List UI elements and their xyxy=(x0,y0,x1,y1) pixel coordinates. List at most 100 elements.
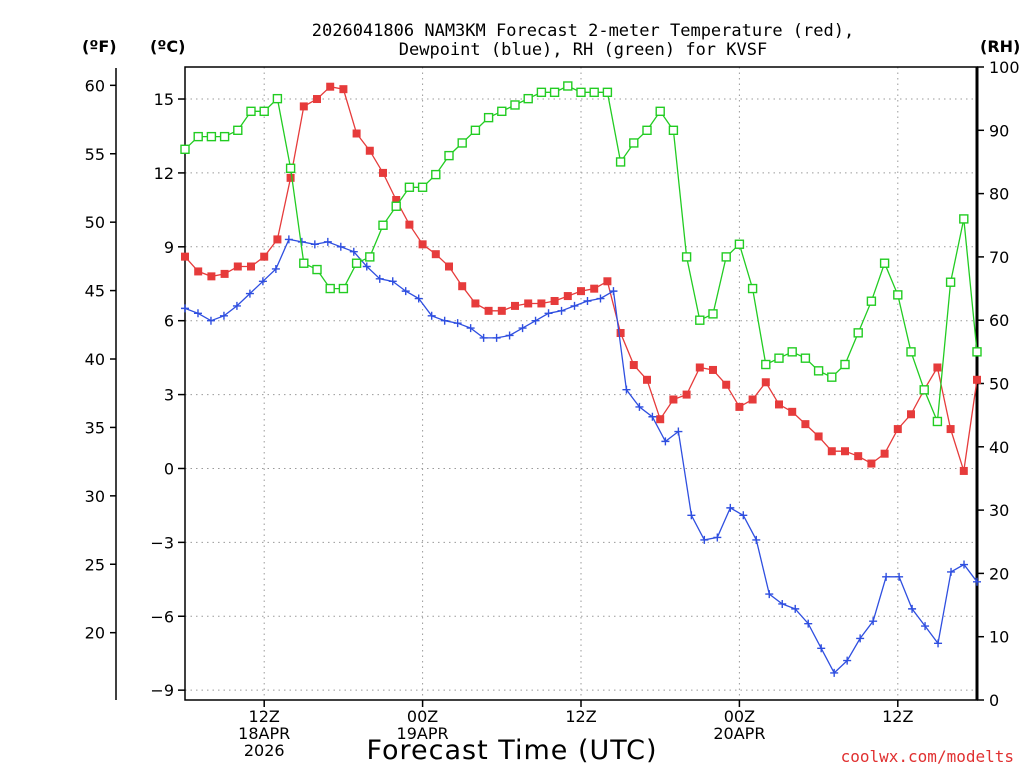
rh-point xyxy=(180,144,190,154)
rh-point xyxy=(470,125,481,136)
time-tick-label: 00Z xyxy=(724,707,755,726)
rh-point xyxy=(827,372,837,382)
temperature-point xyxy=(484,306,493,315)
temperature-point xyxy=(431,250,440,259)
temperature-point xyxy=(511,301,519,310)
time-tick-label: 12Z xyxy=(249,707,280,726)
dewpoint-point xyxy=(310,240,319,249)
dewpoint-point xyxy=(752,535,761,544)
rh-point xyxy=(615,157,626,167)
dewpoint-point xyxy=(882,572,891,581)
temperature-point xyxy=(656,415,665,424)
temperature-point xyxy=(313,95,321,104)
rh-point xyxy=(272,93,283,104)
fahrenheit-tick-label: 30 xyxy=(85,487,105,506)
rh-point xyxy=(642,125,652,136)
temperature-point xyxy=(603,277,612,286)
dewpoint-point xyxy=(336,242,345,251)
dewpoint-point xyxy=(206,316,215,325)
rh-point xyxy=(708,309,718,319)
source-credit: coolwx.com/modelts xyxy=(841,747,1014,766)
dewpoint-point xyxy=(674,427,683,436)
rh-point xyxy=(497,106,507,117)
dewpoint-point xyxy=(921,622,930,631)
rh-tick-label: 50 xyxy=(989,375,1009,394)
dewpoint-point xyxy=(908,604,917,613)
celsius-tick-label: 0 xyxy=(164,459,174,478)
rh-point xyxy=(813,366,824,376)
rh-tick-label: 90 xyxy=(989,121,1009,140)
temperature-point xyxy=(748,395,757,404)
rh-point xyxy=(879,258,890,268)
temperature-point xyxy=(695,363,704,372)
time-tick-label: 18APR xyxy=(238,724,290,743)
time-tick-label: 00Z xyxy=(407,707,438,726)
rh-point xyxy=(378,220,388,230)
dewpoint-point xyxy=(700,535,709,544)
rh-point xyxy=(945,277,956,287)
rh-point xyxy=(721,252,731,262)
temperature-point xyxy=(207,272,216,281)
rh-tick-label: 60 xyxy=(989,311,1009,330)
rh-tick-label: 20 xyxy=(989,564,1009,583)
rh-point xyxy=(866,296,877,306)
rh-point xyxy=(523,93,533,104)
fahrenheit-tick-label: 45 xyxy=(85,282,105,301)
dewpoint-point xyxy=(518,324,527,333)
dewpoint-point xyxy=(765,590,774,599)
rh-point xyxy=(932,416,943,427)
dewpoint-point xyxy=(193,309,202,318)
dewpoint-point xyxy=(609,287,618,296)
fahrenheit-tick-label: 20 xyxy=(85,624,105,643)
dewpoint-point xyxy=(375,274,384,283)
celsius-tick-label: −6 xyxy=(150,607,174,626)
dewpoint-point xyxy=(947,567,956,576)
rh-point xyxy=(655,106,665,117)
gridlines xyxy=(185,67,977,700)
temperature-point xyxy=(181,252,189,261)
rh-point xyxy=(444,150,454,161)
fahrenheit-tick-label: 35 xyxy=(85,418,105,437)
temperature-point xyxy=(973,375,981,384)
dewpoint-point xyxy=(531,316,540,325)
dewpoint-point xyxy=(973,577,981,586)
dewpoint-point xyxy=(323,237,332,246)
celsius-tick-label: −3 xyxy=(150,533,174,552)
dewpoint-point xyxy=(583,296,592,305)
temperature-point xyxy=(880,449,889,458)
temperature-series xyxy=(181,82,981,475)
fahrenheit-tick-label: 40 xyxy=(85,350,105,369)
dewpoint-point xyxy=(505,331,514,340)
temperature-point xyxy=(959,466,968,475)
dewpoint-point xyxy=(843,656,852,665)
temperature-point xyxy=(590,284,599,293)
rh-point xyxy=(695,315,705,325)
dewpoint-point xyxy=(830,668,839,677)
temperature-point xyxy=(629,361,638,370)
rh-unit-label: (RH) xyxy=(980,37,1020,56)
time-tick-label: 20APR xyxy=(713,724,765,743)
dewpoint-point xyxy=(895,572,904,581)
rh-point xyxy=(906,347,916,357)
celsius-tick-label: 6 xyxy=(164,312,174,331)
rh-point xyxy=(787,347,797,357)
rh-point xyxy=(959,214,969,224)
rh-point xyxy=(853,328,863,338)
rh-point xyxy=(351,258,362,268)
temperature-point xyxy=(841,447,849,456)
temperature-point xyxy=(418,240,427,249)
rh-point xyxy=(246,106,256,117)
fahrenheit-tick-label: 25 xyxy=(85,555,105,574)
time-tick-label: 2026 xyxy=(244,741,285,760)
temperature-point xyxy=(220,269,229,278)
temperature-point xyxy=(761,378,770,387)
time-tick-label: 12Z xyxy=(565,707,596,726)
temperature-point xyxy=(563,292,572,301)
rh-point xyxy=(338,283,349,294)
dewpoint-point xyxy=(232,301,241,310)
temperature-point xyxy=(550,296,559,305)
temperature-point xyxy=(458,282,467,291)
temperature-point xyxy=(392,196,401,205)
dewpoint-point xyxy=(440,316,449,325)
